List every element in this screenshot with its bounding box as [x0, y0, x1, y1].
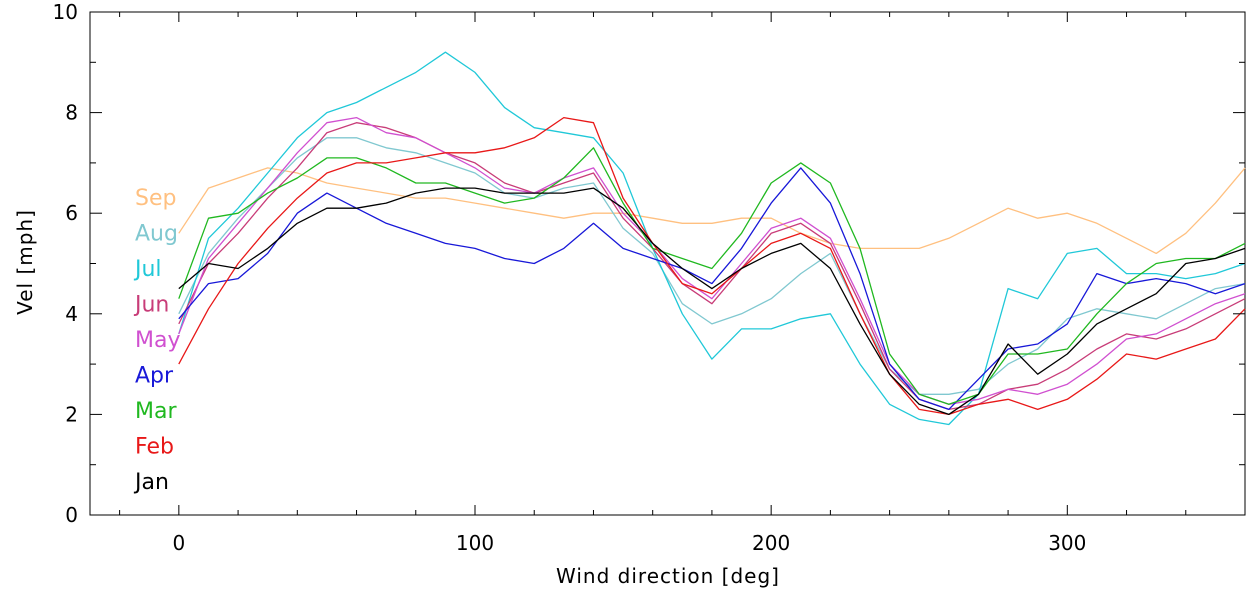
series-line-aug — [178, 137, 1246, 395]
legend-entry-aug: Aug — [135, 222, 178, 247]
series-line-mar — [178, 147, 1246, 405]
series-lines — [178, 51, 1246, 426]
legend-entry-feb: Feb — [135, 435, 174, 460]
y-axis-label: Vel [mph] — [13, 209, 37, 315]
legend-entry-sep: Sep — [135, 186, 176, 211]
legend-entry-may: May — [135, 328, 180, 353]
legend-entry-jan: Jan — [133, 470, 169, 495]
legend-entry-jun: Jun — [133, 293, 169, 318]
series-line-jun — [178, 122, 1246, 411]
x-tick-label: 300 — [1048, 531, 1086, 555]
x-axis-label: Wind direction [deg] — [556, 564, 780, 588]
y-tick-label: 0 — [65, 503, 78, 527]
y-tick-label: 10 — [53, 0, 78, 24]
x-tick-label: 200 — [752, 531, 790, 555]
series-line-jan — [178, 187, 1246, 416]
y-tick-label: 8 — [65, 101, 78, 125]
y-tick-label: 6 — [65, 201, 78, 225]
legend-entry-jul: Jul — [133, 257, 162, 282]
y-tick-label: 2 — [65, 402, 78, 426]
series-line-may — [178, 116, 1246, 405]
series-line-jul — [178, 51, 1246, 426]
series-line-feb — [178, 116, 1246, 416]
axis-ticks: 0 100 200 300 0 2 4 6 8 10 — [53, 0, 1246, 555]
x-tick-label: 100 — [456, 531, 494, 555]
legend-entry-apr: Apr — [135, 364, 174, 389]
x-tick-label: 0 — [172, 531, 185, 555]
legend: Sep Aug Jul Jun May Apr Mar Feb Jan — [133, 186, 180, 495]
legend-entry-mar: Mar — [135, 399, 177, 424]
y-tick-label: 4 — [65, 302, 78, 326]
series-line-sep — [178, 167, 1246, 255]
